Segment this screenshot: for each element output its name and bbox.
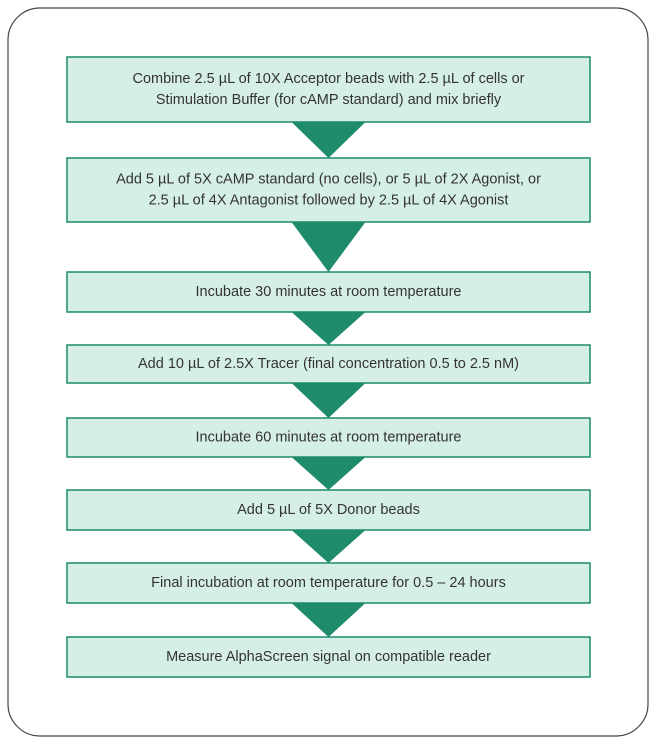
- step-text: 2.5 µL of 4X Antagonist followed by 2.5 …: [149, 192, 509, 208]
- step-text: Add 5 µL of 5X cAMP standard (no cells),…: [116, 171, 541, 187]
- step-box: [66, 271, 591, 313]
- arrow: [291, 457, 366, 490]
- step-box: [66, 157, 591, 223]
- arrow: [291, 530, 366, 563]
- step-text: Add 5 µL of 5X Donor beads: [237, 502, 420, 518]
- step-text: Combine 2.5 µL of 10X Acceptor beads wit…: [132, 71, 524, 87]
- step-text: Stimulation Buffer (for cAMP standard) a…: [156, 92, 502, 108]
- arrow: [291, 122, 366, 158]
- step-box: [66, 489, 591, 531]
- arrow: [291, 222, 366, 272]
- step-text: Measure AlphaScreen signal on compatible…: [166, 649, 491, 665]
- arrow: [291, 312, 366, 345]
- step-box: [66, 344, 591, 384]
- step-text: Final incubation at room temperature for…: [151, 575, 506, 591]
- step-box: [66, 636, 591, 678]
- arrow: [291, 383, 366, 418]
- step-box: [66, 417, 591, 458]
- step-box: [66, 56, 591, 123]
- arrow: [291, 603, 366, 637]
- step-text: Incubate 30 minutes at room temperature: [196, 284, 462, 300]
- step-text: Incubate 60 minutes at room temperature: [196, 429, 462, 445]
- step-text: Add 10 µL of 2.5X Tracer (final concentr…: [138, 356, 519, 372]
